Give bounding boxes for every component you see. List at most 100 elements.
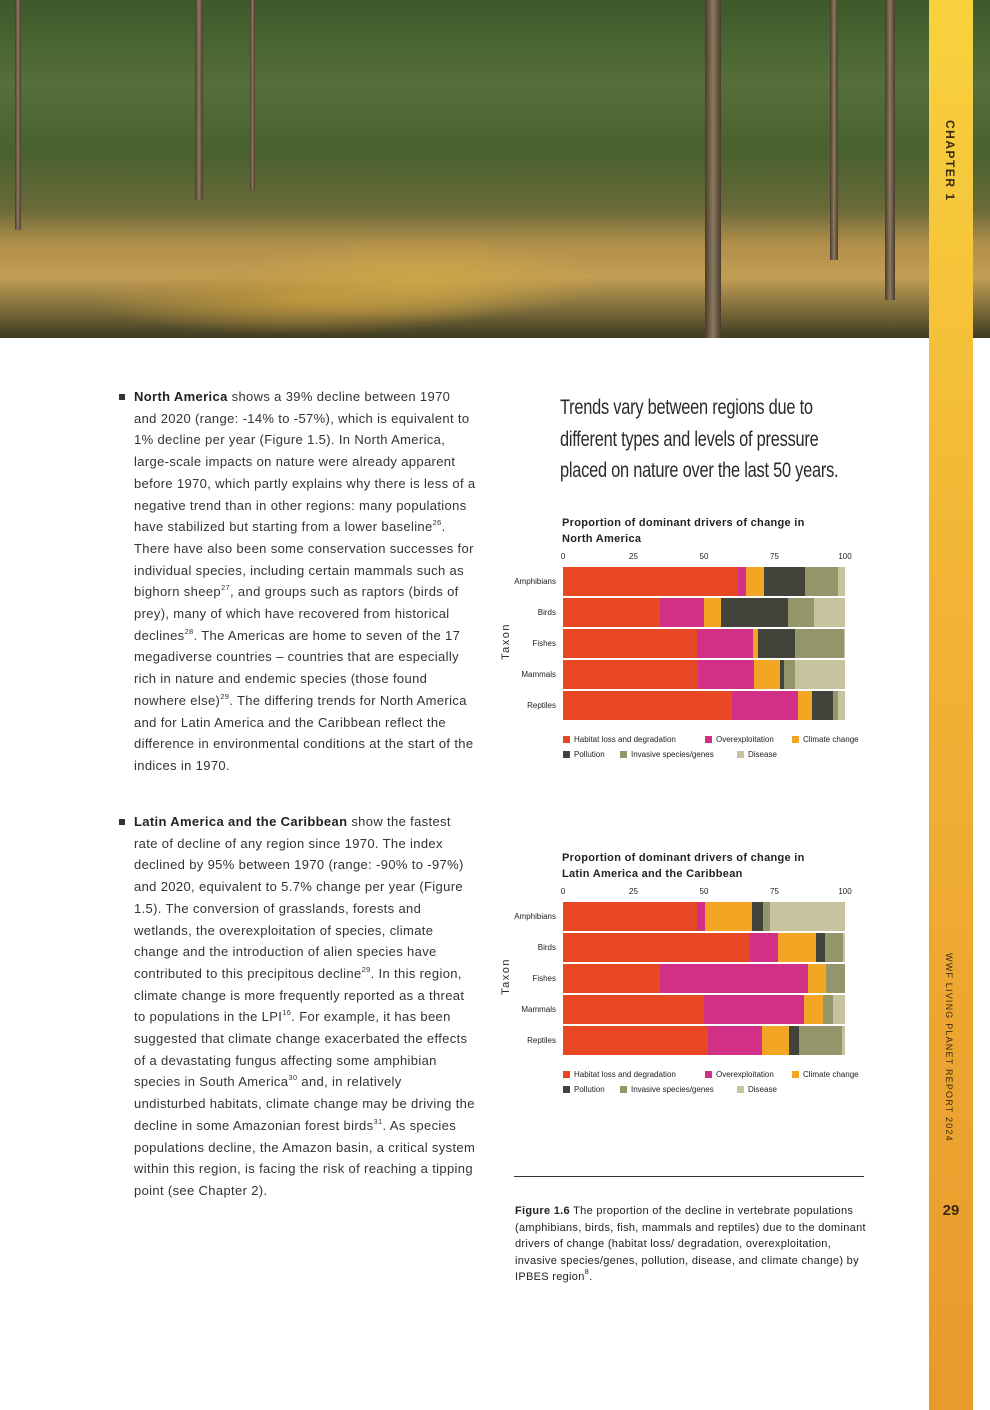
bar-segment-invasive-species-genes: [804, 567, 839, 596]
legend-label: Habitat loss and degradation: [574, 735, 676, 744]
bar-segment-overexploitation: [749, 933, 779, 962]
pull-quote: Trends vary between regions due to diffe…: [560, 396, 839, 482]
chart-title: Proportion of dominant drivers of change…: [562, 517, 805, 545]
bar-segment-invasive-species-genes: [784, 660, 796, 689]
reference-superscript: 29: [220, 691, 230, 701]
reference-superscript: 28: [184, 626, 194, 636]
bar-segment-climate-change: [705, 902, 753, 931]
x-tick-label: 25: [629, 887, 638, 896]
bar-segment-climate-change: [797, 691, 813, 720]
legend-swatch-icon: [620, 1086, 627, 1093]
bar-segment-disease: [837, 567, 846, 596]
x-tick-label: 50: [699, 887, 709, 896]
bar-segment-invasive-species-genes: [832, 691, 839, 720]
bar-segment-overexploitation: [696, 629, 754, 658]
bar-segment-pollution: [720, 598, 789, 627]
caption-text: The proportion of the decline in vertebr…: [515, 1205, 866, 1284]
caption-end: .: [589, 1271, 593, 1284]
bar-segment-overexploitation: [660, 598, 705, 627]
legend-item: Invasive species/genes: [620, 1085, 714, 1094]
chapter-sidebar: CHAPTER 1 WWF LIVING PLANET REPORT 2024 …: [929, 0, 973, 1410]
legend-swatch-icon: [620, 751, 627, 758]
bullet-icon: [119, 394, 125, 400]
legend-label: Pollution: [574, 1085, 605, 1094]
bar-segment-climate-change: [804, 995, 824, 1024]
x-tick-label: 100: [838, 552, 852, 561]
legend-item: Invasive species/genes: [620, 750, 714, 759]
bar-segment-overexploitation: [704, 995, 805, 1024]
bar-segment-pollution: [757, 629, 796, 658]
bar-segment-habitat-loss-and-degradation: [563, 995, 705, 1024]
bar-segment-invasive-species-genes: [799, 1026, 843, 1055]
legend-swatch-icon: [792, 736, 799, 743]
bar-segment-habitat-loss-and-degradation: [563, 964, 661, 993]
bar-segment-disease: [841, 1026, 846, 1055]
legend-item: Habitat loss and degradation: [563, 1070, 676, 1079]
reference-superscript: 26: [432, 518, 442, 528]
reference-superscript: 29: [361, 964, 371, 974]
chart-title: Proportion of dominant drivers of change…: [562, 852, 805, 880]
bullet-icon: [119, 819, 125, 825]
x-tick-label: 0: [560, 552, 566, 561]
paragraph-text: . As species populations decline, the Am…: [134, 1117, 476, 1198]
bar-segment-climate-change: [777, 933, 817, 962]
legend-item: Pollution: [563, 750, 605, 759]
bar-segment-habitat-loss-and-degradation: [563, 629, 698, 658]
bar-segment-overexploitation: [707, 1026, 763, 1055]
bar-segment-pollution: [788, 1026, 800, 1055]
chart-north-america: Proportion of dominant drivers of change…: [500, 515, 900, 765]
paragraph-text: . There have also been some conservation…: [134, 519, 474, 600]
bar-segment-disease: [832, 995, 846, 1024]
bar-segment-disease: [837, 691, 846, 720]
caption-label: Figure 1.6: [515, 1205, 570, 1217]
report-title: WWF LIVING PLANET REPORT 2024: [944, 953, 954, 1142]
region-name: North America: [134, 389, 228, 404]
x-tick-label: 50: [699, 552, 709, 561]
y-axis-label: Taxon: [500, 958, 512, 995]
bar-segment-pollution: [812, 691, 834, 720]
legend-item: Habitat loss and degradation: [563, 735, 676, 744]
bar-segment-invasive-species-genes: [762, 902, 771, 931]
paragraph-text: shows a 39% decline between 1970 and 202…: [134, 389, 476, 535]
legend-swatch-icon: [563, 1071, 570, 1078]
bar-segment-habitat-loss-and-degradation: [563, 567, 739, 596]
paragraph-latin-america: Latin America and the Caribbean show the…: [119, 811, 476, 1202]
legend-swatch-icon: [792, 1071, 799, 1078]
bar-segment-habitat-loss-and-degradation: [563, 691, 733, 720]
category-label: Birds: [537, 608, 556, 617]
legend-swatch-icon: [737, 751, 744, 758]
category-label: Birds: [537, 943, 556, 952]
legend-item: Disease: [737, 750, 777, 759]
bar-segment-pollution: [815, 933, 826, 962]
chart-latin-america: Proportion of dominant drivers of change…: [500, 850, 900, 1100]
bar-segment-climate-change: [808, 964, 827, 993]
paragraph-text: . In this region, climate change is more…: [134, 965, 465, 1025]
legend-label: Disease: [748, 1085, 777, 1094]
paragraph-text: . The differing trends for North America…: [134, 692, 474, 773]
page-number: 29: [942, 1202, 960, 1219]
bar-segment-climate-change: [753, 629, 759, 658]
legend-swatch-icon: [563, 751, 570, 758]
legend-item: Pollution: [563, 1085, 605, 1094]
bar-segment-overexploitation: [698, 660, 755, 689]
bar-segment-invasive-species-genes: [788, 598, 815, 627]
bar-segment-overexploitation: [696, 902, 706, 931]
paragraph-text: . The Americas are home to seven of the …: [134, 627, 461, 708]
bar-segment-disease: [795, 660, 846, 689]
category-label: Fishes: [532, 639, 556, 648]
x-tick-label: 25: [629, 552, 638, 561]
paragraph-text: and, in relatively undisturbed habitats,…: [134, 1074, 475, 1133]
category-label: Reptiles: [527, 701, 556, 710]
legend-swatch-icon: [563, 1086, 570, 1093]
bar-segment-invasive-species-genes: [795, 629, 845, 658]
legend-label: Habitat loss and degradation: [574, 1070, 676, 1079]
category-label: Mammals: [521, 1005, 556, 1014]
bar-segment-disease: [769, 902, 846, 931]
bar-segment-habitat-loss-and-degradation: [563, 902, 698, 931]
bar-segment-habitat-loss-and-degradation: [563, 660, 699, 689]
bar-segment-habitat-loss-and-degradation: [563, 598, 661, 627]
legend-swatch-icon: [563, 736, 570, 743]
region-name: Latin America and the Caribbean: [134, 814, 348, 829]
bar-segment-pollution: [780, 660, 785, 689]
reference-superscript: 27: [220, 583, 230, 593]
